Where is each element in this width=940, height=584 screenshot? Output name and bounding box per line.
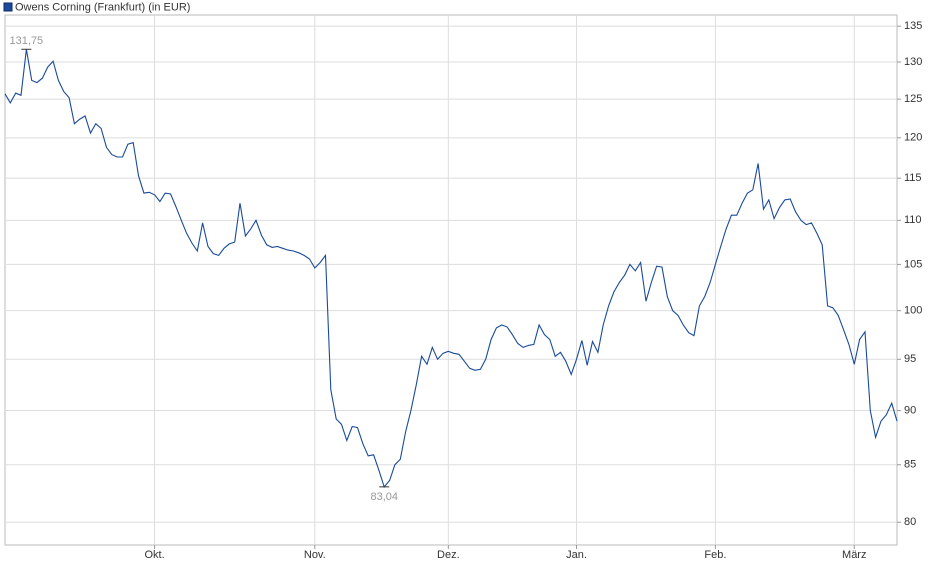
y-tick-label: 100 [904,305,922,317]
y-tick-label: 80 [904,516,916,528]
y-tick-label: 120 [904,132,922,144]
x-tick-label: Okt. [144,549,164,561]
y-tick-label: 105 [904,258,922,270]
y-tick-label: 115 [904,172,922,184]
plot-frame [4,14,898,546]
value-label: 83,04 [370,491,398,503]
x-tick-label: Dez. [437,549,460,561]
y-tick-label: 110 [904,214,922,226]
y-tick-label: 125 [904,93,922,105]
x-tick-label: Feb. [704,549,726,561]
y-tick-label: 135 [904,20,922,32]
y-tick-label: 85 [904,459,916,471]
x-tick-label: März [842,549,866,561]
legend-label: Owens Corning (Frankfurt) (in EUR) [15,1,190,13]
y-tick-label: 95 [904,353,916,365]
x-tick-label: Nov. [304,549,326,561]
value-label: 131,75 [10,35,44,47]
y-tick-label: 130 [904,56,922,68]
legend-swatch [3,2,13,12]
x-tick-label: Jan. [566,549,587,561]
y-tick-label: 90 [904,404,916,416]
price-line [4,49,898,489]
